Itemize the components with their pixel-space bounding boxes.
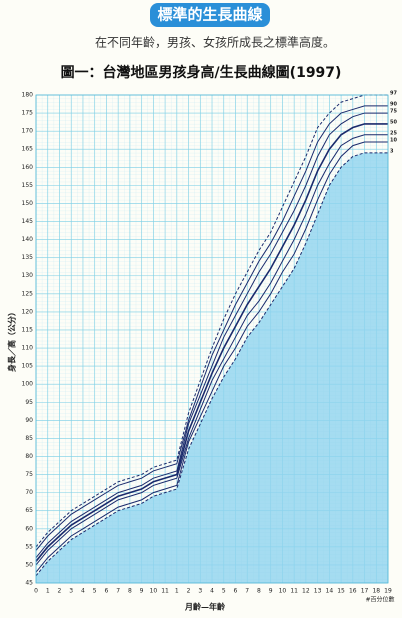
- y-tick-label: 145: [22, 218, 34, 225]
- x-tick-label: 6: [104, 588, 108, 595]
- x-tick-label: 4: [210, 588, 214, 595]
- x-tick-label: 14: [326, 588, 334, 595]
- x-tick-label: 7: [245, 588, 249, 595]
- x-axis-label: 月齡—年齡: [184, 602, 225, 612]
- x-tick-label: 7: [116, 588, 120, 595]
- banner-box: [150, 3, 270, 27]
- x-tick-label: 9: [269, 588, 273, 595]
- subtitle: 在不同年齡，男孩、女孩所成長之標準高度。: [95, 35, 335, 50]
- line-label: 50: [390, 119, 397, 125]
- chart-title: 圖一：台灣地區男孩身高/生長曲線圖(1997): [61, 64, 342, 81]
- percentile-line: [35, 112, 388, 559]
- y-tick-label: 170: [22, 128, 34, 135]
- area-below-lowest: [36, 152, 388, 583]
- x-tick-label: 2: [187, 588, 191, 595]
- percentile-line: [35, 105, 388, 551]
- x-tick-label: 8: [257, 588, 261, 595]
- y-tick-label: 80: [25, 453, 33, 460]
- percentile-line: [35, 141, 388, 573]
- x-tick-label: 0: [34, 588, 38, 595]
- x-tick-label: 10: [150, 588, 158, 595]
- y-tick-label: 100: [22, 381, 34, 388]
- x-tick-label: 18: [372, 588, 380, 595]
- y-tick-label: 125: [22, 290, 34, 297]
- y-tick-label: 135: [22, 254, 34, 261]
- y-tick-label: 150: [22, 200, 34, 207]
- percentile-line: [35, 94, 388, 548]
- x-tick-label: 1: [175, 588, 179, 595]
- y-tick-label: 90: [25, 417, 33, 424]
- banner: 標準的生長曲線: [157, 6, 262, 24]
- y-tick-label: 55: [25, 543, 33, 550]
- x-tick-label: 12: [302, 588, 310, 595]
- x-tick-label: 13: [314, 588, 322, 595]
- y-tick-label: 130: [22, 272, 34, 279]
- line-label: 3: [390, 148, 394, 154]
- note: #百分位數: [365, 596, 394, 604]
- y-tick-label: 95: [25, 399, 33, 406]
- line-label: 75: [390, 109, 397, 115]
- y-tick-label: 60: [25, 525, 33, 532]
- percentile-line: [35, 152, 388, 577]
- y-tick-label: 175: [22, 110, 34, 117]
- x-tick-label: 3: [198, 588, 202, 595]
- x-tick-label: 16: [349, 588, 357, 595]
- plot: 4550556065707580859095100105110115120125…: [22, 91, 398, 595]
- y-axis-label: 身長／高（公分）: [7, 308, 17, 372]
- y-tick-label: 85: [25, 435, 33, 442]
- x-tick-label: 8: [128, 588, 132, 595]
- line-label: 25: [390, 130, 397, 136]
- y-tick-label: 115: [22, 326, 34, 333]
- y-tick-label: 45: [25, 580, 33, 587]
- line-label: 90: [390, 101, 397, 107]
- x-tick-label: 2: [58, 588, 62, 595]
- line-label: 10: [390, 137, 397, 143]
- y-tick-label: 165: [22, 146, 34, 153]
- line-label: 97: [390, 91, 397, 97]
- percentile-line: [35, 134, 388, 566]
- y-tick-label: 140: [22, 236, 34, 243]
- y-tick-label: 180: [22, 92, 34, 99]
- x-tick-label: 6: [234, 588, 238, 595]
- plot-frame: [35, 94, 389, 584]
- x-tick-label: 15: [337, 588, 345, 595]
- y-tick-label: 65: [25, 507, 33, 514]
- y-tick-label: 120: [22, 308, 34, 315]
- x-tick-label: 5: [222, 588, 226, 595]
- x-tick-label: 10: [279, 588, 287, 595]
- y-tick-label: 160: [22, 164, 34, 171]
- x-tick-label: 17: [361, 588, 369, 595]
- y-tick-label: 75: [25, 471, 33, 478]
- x-tick-label: 3: [69, 588, 73, 595]
- x-tick-label: 11: [290, 588, 298, 595]
- x-tick-label: 9: [140, 588, 144, 595]
- y-tick-label: 110: [22, 345, 34, 352]
- percentile-line: [35, 123, 388, 562]
- x-tick-label: 4: [81, 588, 85, 595]
- x-tick-label: 19: [384, 588, 392, 595]
- y-tick-label: 155: [22, 182, 34, 189]
- y-tick-label: 70: [25, 489, 33, 496]
- y-tick-label: 105: [22, 363, 34, 370]
- y-tick-label: 50: [25, 561, 33, 568]
- x-tick-label: 5: [93, 588, 97, 595]
- x-tick-label: 1: [46, 588, 50, 595]
- x-tick-label: 11: [161, 588, 169, 595]
